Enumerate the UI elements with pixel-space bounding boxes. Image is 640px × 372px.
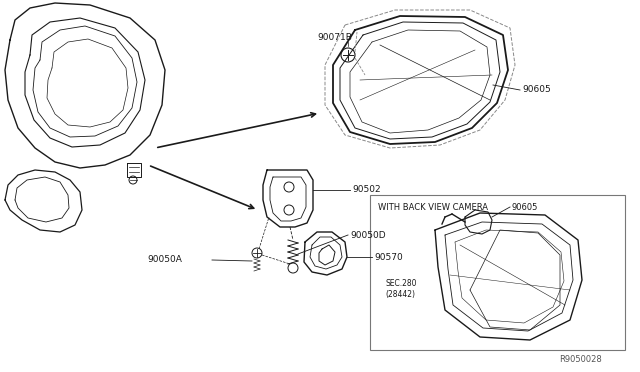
Text: R9050028: R9050028 xyxy=(559,356,602,365)
Text: 90605: 90605 xyxy=(522,86,551,94)
Text: (28442): (28442) xyxy=(385,291,415,299)
Bar xyxy=(370,195,625,350)
Text: 90570: 90570 xyxy=(374,253,403,262)
Text: 90050A: 90050A xyxy=(147,256,182,264)
Text: 90502: 90502 xyxy=(352,186,381,195)
Text: 90071B: 90071B xyxy=(317,33,353,42)
Text: WITH BACK VIEW CAMERA: WITH BACK VIEW CAMERA xyxy=(378,202,488,212)
Text: 90050D: 90050D xyxy=(350,231,386,240)
Text: SEC.280: SEC.280 xyxy=(385,279,417,288)
Text: 90605: 90605 xyxy=(512,202,538,212)
